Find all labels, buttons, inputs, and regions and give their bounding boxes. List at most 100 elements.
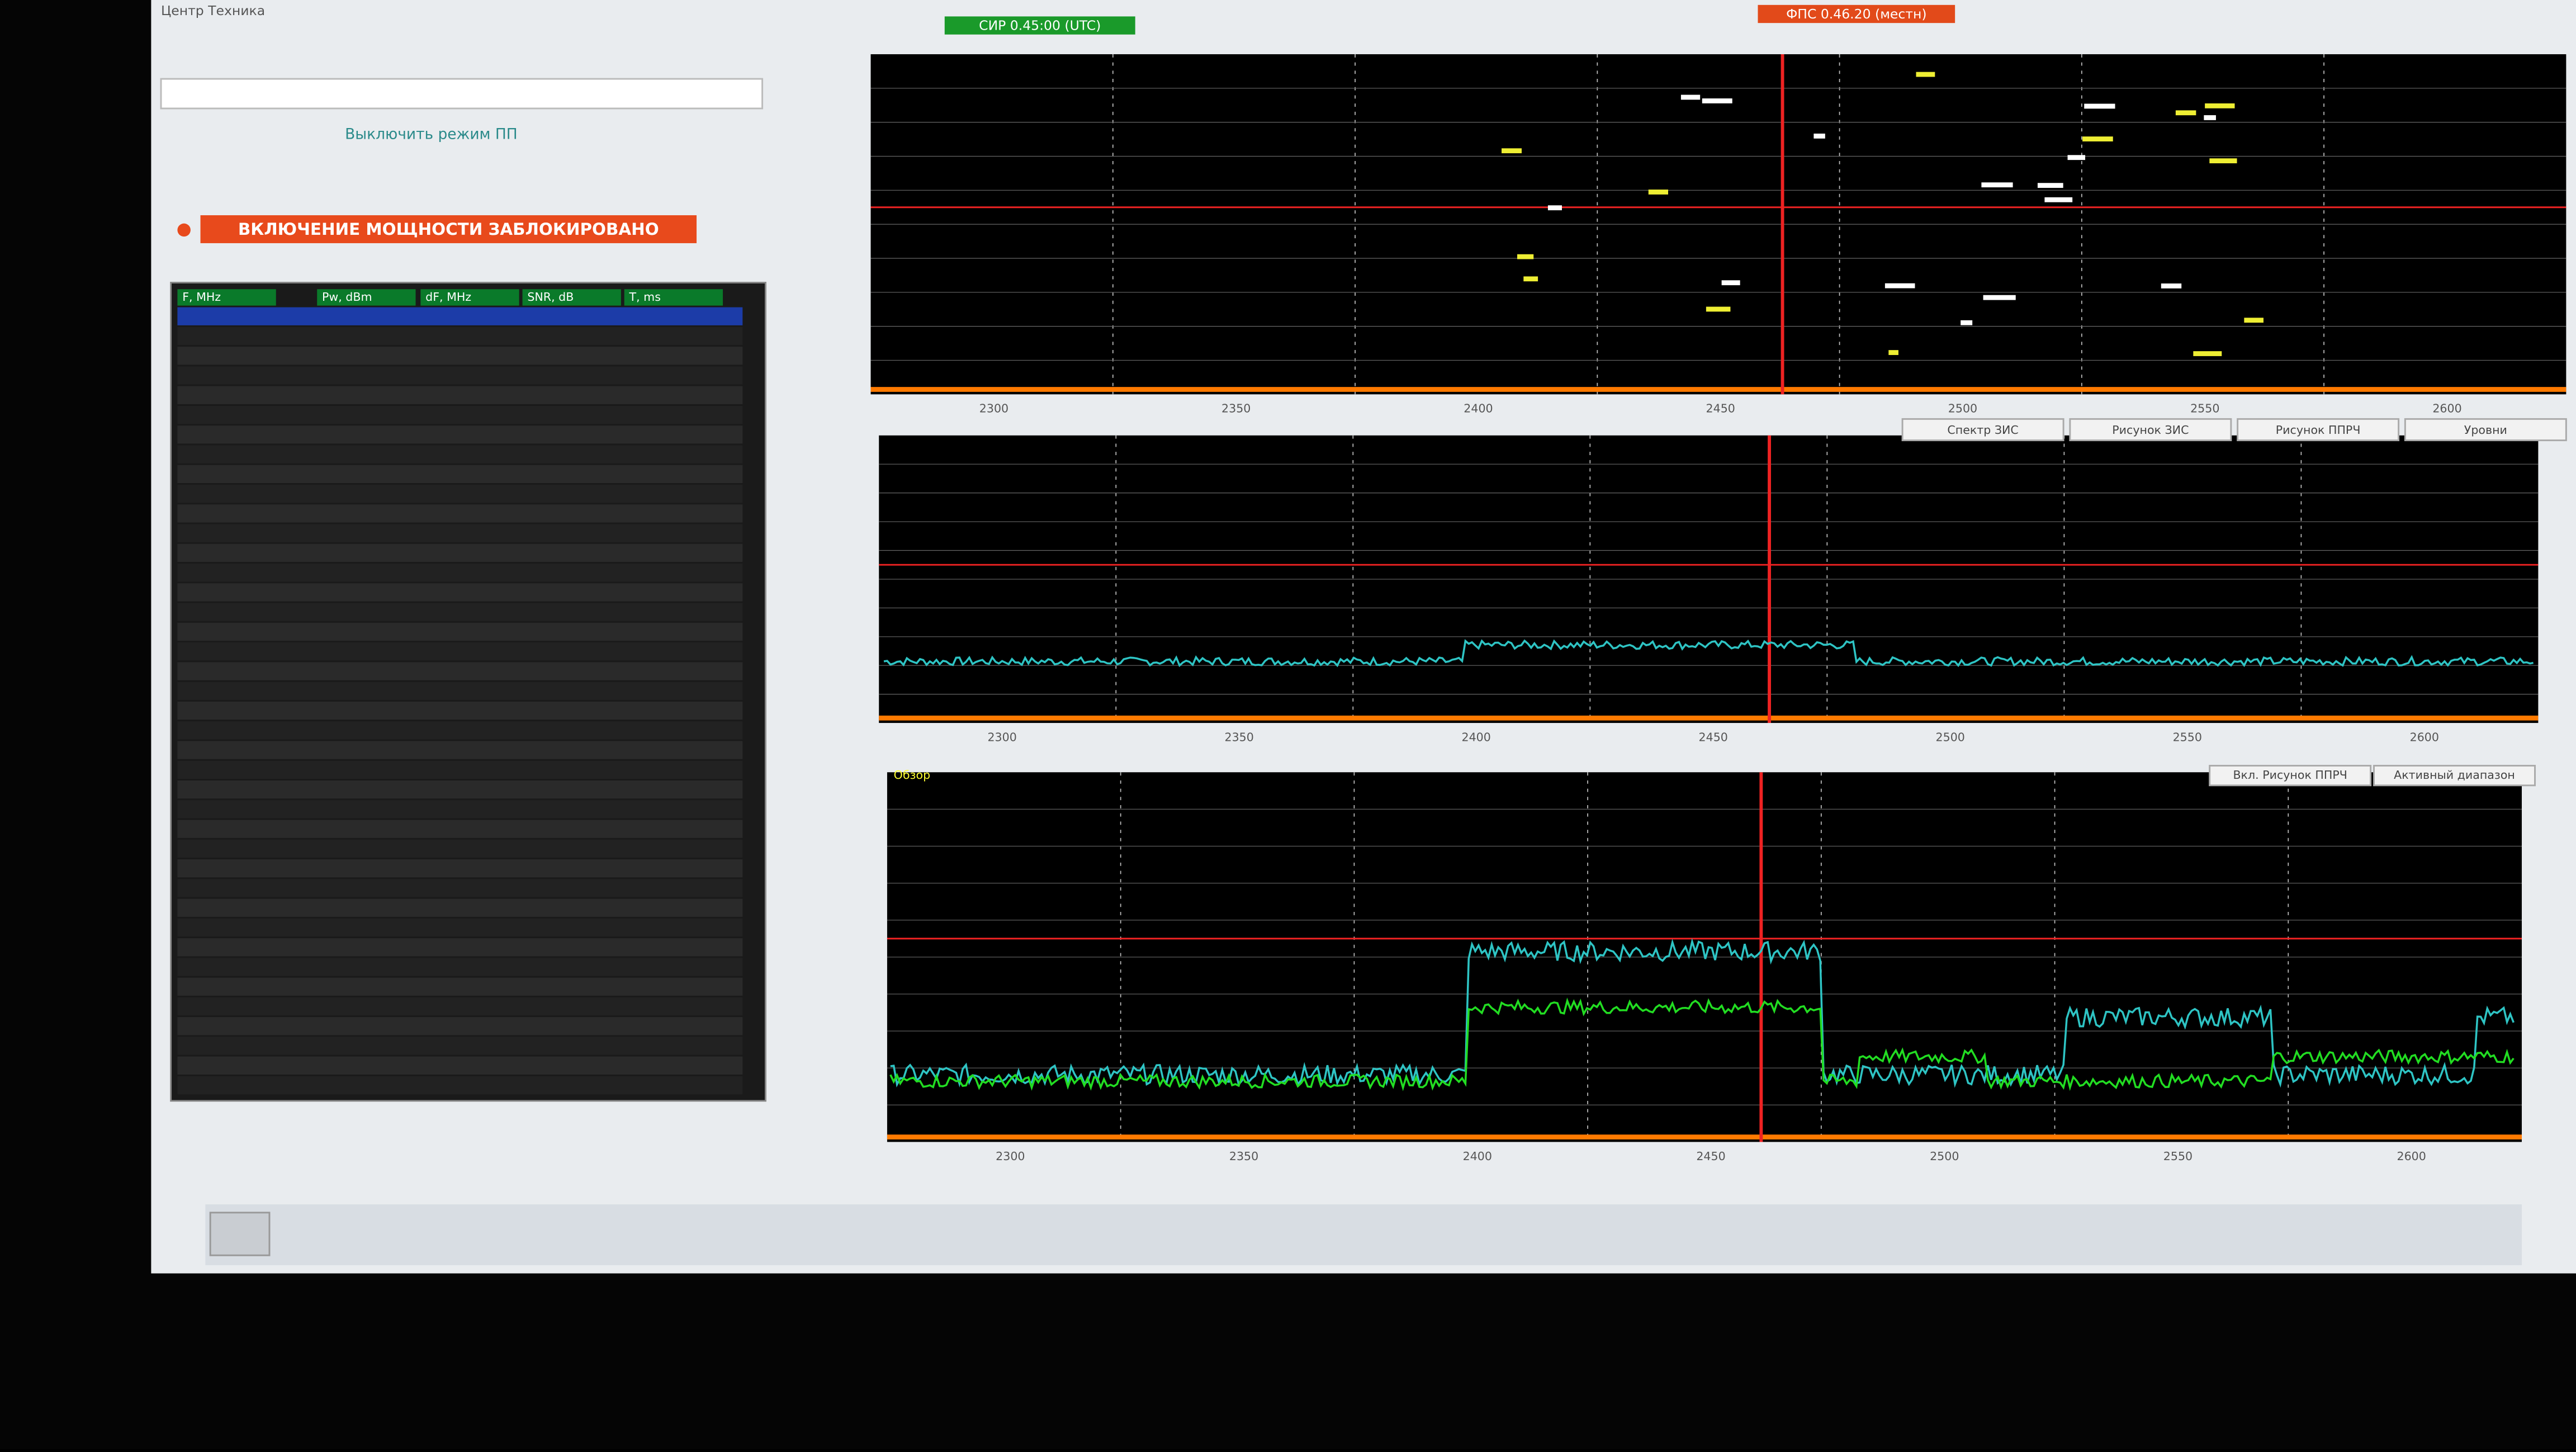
x-tick-label: 2450 xyxy=(1696,1150,1725,1163)
trace xyxy=(890,938,2515,1088)
tab-button[interactable] xyxy=(2404,418,2567,442)
table-row[interactable] xyxy=(177,642,743,661)
burst-mark xyxy=(1888,350,1898,355)
table-header-cell xyxy=(420,289,519,306)
burst-mark xyxy=(1706,306,1731,312)
table-header-cell xyxy=(522,289,621,306)
x-tick-label: 2450 xyxy=(1706,402,1735,415)
tab-button[interactable] xyxy=(2373,765,2536,787)
table-row[interactable] xyxy=(177,1076,743,1095)
table-row[interactable] xyxy=(177,1037,743,1055)
table-header: SNR, dB xyxy=(527,290,574,304)
table-row[interactable] xyxy=(177,820,743,838)
table-row[interactable] xyxy=(177,938,743,957)
status-left: СИР 0.45:00 (UTC) xyxy=(979,18,1101,34)
x-tick-label: 2500 xyxy=(1948,402,1977,415)
burst-mark xyxy=(2175,110,2196,116)
table-row[interactable] xyxy=(177,780,743,799)
tab-button[interactable] xyxy=(1901,418,2064,442)
table-row[interactable] xyxy=(177,918,743,937)
table-row[interactable] xyxy=(177,662,743,680)
burst-mark xyxy=(2082,136,2113,141)
table-row[interactable] xyxy=(177,504,743,523)
table-row[interactable] xyxy=(177,721,743,740)
table-row[interactable] xyxy=(177,682,743,700)
start-button[interactable] xyxy=(209,1212,271,1256)
burst-mark xyxy=(1680,94,1701,100)
table-row[interactable] xyxy=(177,603,743,621)
tab-button-label: Спектр ЗИС xyxy=(1947,423,2018,437)
table-row[interactable] xyxy=(177,622,743,641)
table-row[interactable] xyxy=(177,307,743,325)
burst-mark xyxy=(1523,276,1538,282)
table-row[interactable] xyxy=(177,760,743,779)
burst-mark xyxy=(2193,351,2222,356)
table-row[interactable] xyxy=(177,898,743,917)
table-row[interactable] xyxy=(177,701,743,720)
table-row[interactable] xyxy=(177,583,743,602)
table-header-cell xyxy=(624,289,723,306)
table-row[interactable] xyxy=(177,800,743,819)
table-row[interactable] xyxy=(177,741,743,759)
burst-mark xyxy=(1702,98,1732,103)
table-row[interactable] xyxy=(177,879,743,897)
table-row[interactable] xyxy=(177,366,743,385)
table-row[interactable] xyxy=(177,977,743,996)
table-row[interactable] xyxy=(177,425,743,444)
status-right-bg xyxy=(1758,4,1955,23)
table-row[interactable] xyxy=(177,524,743,542)
burst-mark xyxy=(1983,295,2016,300)
burst-mark xyxy=(1981,182,2013,188)
tab-button[interactable] xyxy=(2237,418,2400,442)
window-title: Центр Техника xyxy=(161,3,265,18)
x-tick-label: 2400 xyxy=(1462,731,1491,744)
table-row[interactable] xyxy=(177,465,743,483)
table-row[interactable] xyxy=(177,564,743,582)
table-row[interactable] xyxy=(177,484,743,503)
table-row[interactable] xyxy=(177,445,743,463)
table-row[interactable] xyxy=(177,958,743,976)
table-row[interactable] xyxy=(177,997,743,1016)
table-row[interactable] xyxy=(177,327,743,346)
x-tick-label: 2350 xyxy=(1221,402,1251,415)
status-left-bg xyxy=(944,16,1135,35)
x-tick-label: 2450 xyxy=(1699,731,1728,744)
x-tick-label: 2350 xyxy=(1225,731,1254,744)
x-tick-label: 2300 xyxy=(996,1150,1025,1163)
table-row[interactable] xyxy=(177,1056,743,1075)
table-row[interactable] xyxy=(177,839,743,858)
burst-mark xyxy=(2037,183,2063,188)
burst-mark xyxy=(2209,158,2237,164)
x-tick-label: 2400 xyxy=(1463,1150,1492,1163)
burst-mark xyxy=(1547,205,1562,211)
x-tick-label: 2600 xyxy=(2432,402,2461,415)
tab-button-label: Вкл. Рисунок ППРЧ xyxy=(2233,768,2347,782)
burst-mark xyxy=(1813,133,1825,139)
burst-mark xyxy=(1721,280,1740,286)
tab-button-label: Уровни xyxy=(2464,423,2507,437)
banner-bg xyxy=(200,215,697,243)
overview-label: Обзор xyxy=(894,768,930,782)
x-tick-label: 2300 xyxy=(979,402,1008,415)
tab-button[interactable] xyxy=(2069,418,2232,442)
x-tick-label: 2300 xyxy=(987,731,1016,744)
trace xyxy=(889,997,2515,1091)
x-tick-label: 2350 xyxy=(1229,1150,1258,1163)
burst-mark xyxy=(1916,72,1935,77)
table-header: F, MHz xyxy=(182,290,221,304)
tab-button-label: Рисунок ППРЧ xyxy=(2276,423,2361,437)
table-row[interactable] xyxy=(177,1017,743,1035)
table-row[interactable] xyxy=(177,347,743,365)
table-row[interactable] xyxy=(177,405,743,424)
table-row[interactable] xyxy=(177,386,743,404)
banner-icon xyxy=(177,223,191,237)
burst-mark xyxy=(2067,155,2086,160)
table-row[interactable] xyxy=(177,543,743,562)
table-row[interactable] xyxy=(177,859,743,878)
tab-button[interactable] xyxy=(2209,765,2372,787)
mode-label[interactable]: Выключить режим ПП xyxy=(345,125,517,143)
table-header-cell xyxy=(317,289,416,306)
burst-mark xyxy=(1648,190,1669,195)
input-box[interactable] xyxy=(160,78,764,110)
